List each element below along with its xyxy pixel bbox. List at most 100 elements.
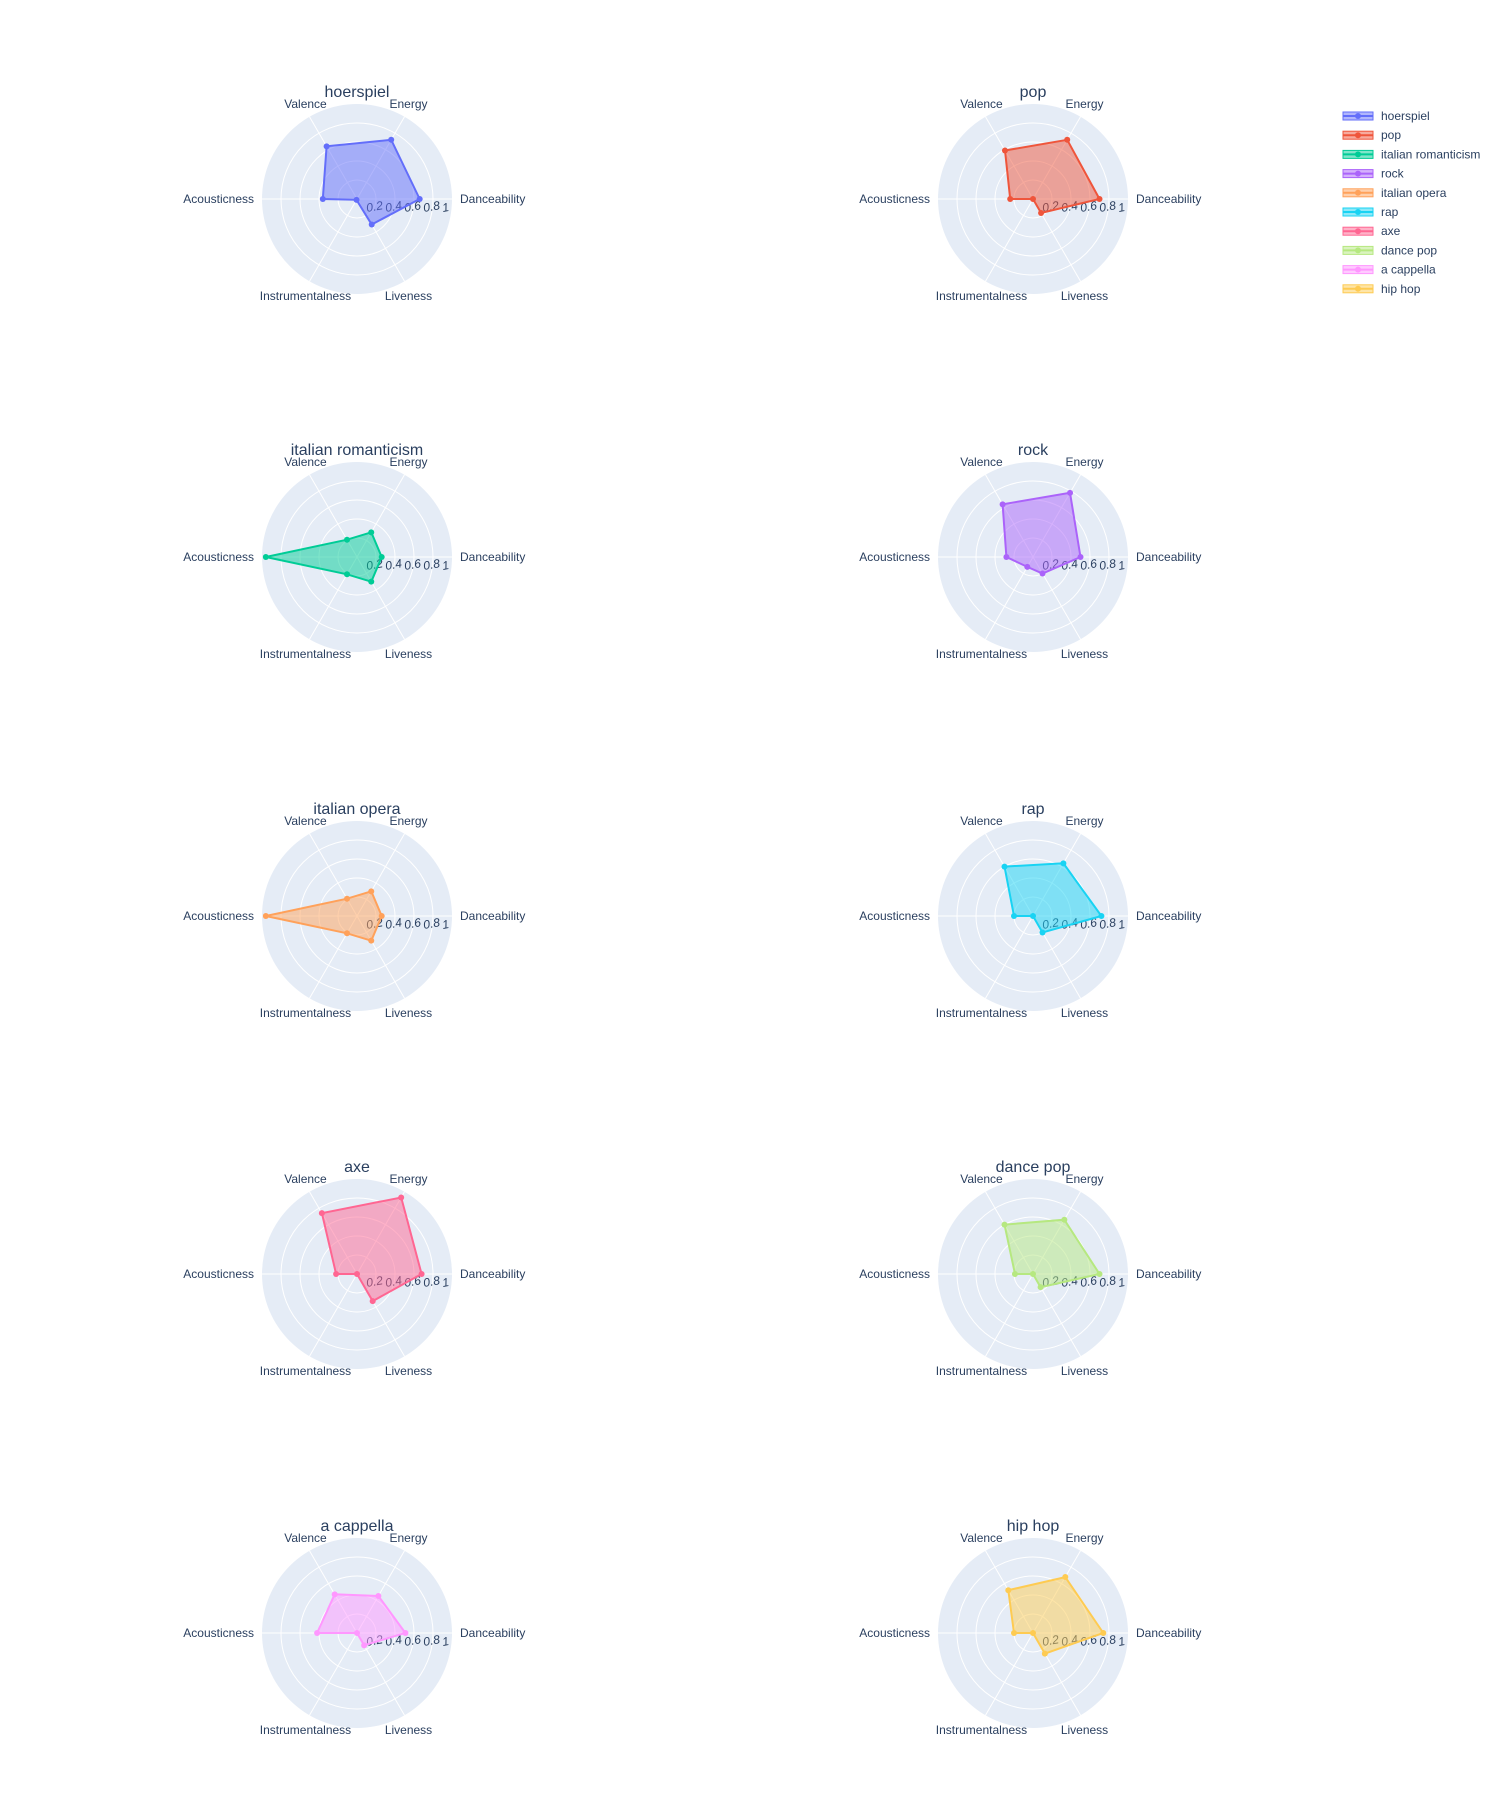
radial-tick-label: 1: [1117, 200, 1126, 215]
radial-tick-label: 0.6: [403, 1632, 422, 1649]
legend-item-dance-pop[interactable]: dance pop: [1342, 243, 1437, 257]
axis-label-energy: Energy: [389, 455, 427, 469]
data-point-hoerspiel-danceability: [416, 196, 423, 202]
legend-marker: [1355, 170, 1361, 177]
axis-label-acousticness: Acousticness: [183, 1626, 254, 1640]
data-point-a-cappella-valence: [331, 1591, 338, 1598]
radar-subplot-pop: Danceability Energy Valence Acousticness Ins…: [859, 84, 1201, 303]
radar-subplot-italian-opera: Danceability Energy Valence Acousticness Ins…: [183, 801, 525, 1020]
radial-tick-label: 0.8: [1098, 198, 1117, 215]
legend-item-rap[interactable]: rap: [1342, 205, 1399, 219]
axis-label-energy: Energy: [1065, 814, 1103, 828]
data-point-pop-liveness: [1038, 209, 1045, 216]
axis-label-valence: Valence: [960, 814, 1003, 828]
data-point-italian-opera-danceability: [378, 913, 385, 919]
axis-label-energy: Energy: [1065, 1172, 1103, 1186]
radar-subplot-hoerspiel: Danceability Energy Valence Acousticness Ins…: [183, 84, 525, 303]
legend-marker: [1355, 113, 1361, 119]
axis-label-danceability: Danceability: [460, 909, 525, 923]
data-point-rap-acousticness: [1011, 913, 1017, 919]
legend-marker: [1355, 228, 1361, 235]
data-point-rock-liveness: [1039, 570, 1046, 577]
legend-label: dance pop: [1381, 243, 1437, 257]
radial-tick-label: 1: [1117, 1634, 1126, 1649]
legend-label: italian romanticism: [1381, 147, 1480, 161]
legend-item-hip-hop[interactable]: hip hop: [1342, 282, 1421, 296]
radar-subplot-hip-hop: Danceability Energy Valence Acousticness Ins…: [859, 1518, 1201, 1737]
data-point-a-cappella-energy: [375, 1592, 382, 1599]
data-point-rap-valence: [1001, 863, 1008, 870]
data-point-italian-romanticism-valence: [344, 536, 351, 543]
data-point-rap-danceability: [1098, 913, 1105, 919]
axis-label-energy: Energy: [1065, 455, 1103, 469]
radial-tick-label: 0.8: [1098, 1273, 1117, 1290]
data-point-axe-danceability: [418, 1271, 425, 1277]
data-point-rap-energy: [1060, 860, 1067, 867]
radial-tick-label: 0.8: [1098, 915, 1117, 932]
radial-tick-label: 0.6: [1079, 556, 1098, 573]
axis-label-liveness: Liveness: [385, 289, 432, 303]
legend-label: axe: [1381, 224, 1401, 238]
data-point-italian-opera-liveness: [368, 937, 375, 944]
legend-item-a-cappella[interactable]: a cappella: [1342, 263, 1436, 277]
data-point-a-cappella-instrumentalness: [354, 1630, 360, 1636]
axis-label-valence: Valence: [960, 455, 1003, 469]
radar-subplot-a-cappella: Danceability Energy Valence Acousticness Ins…: [183, 1518, 525, 1737]
data-point-hip-hop-liveness: [1041, 1650, 1048, 1657]
legend-label: rock: [1381, 167, 1405, 181]
legend-item-hoerspiel[interactable]: hoerspiel: [1342, 109, 1430, 123]
data-point-axe-instrumentalness: [354, 1271, 360, 1277]
radial-tick-label: 1: [441, 1275, 450, 1290]
axis-label-liveness: Liveness: [385, 1364, 432, 1378]
legend-label: italian opera: [1381, 186, 1447, 200]
axis-label-danceability: Danceability: [460, 1626, 525, 1640]
data-point-axe-liveness: [369, 1298, 376, 1305]
subplot-title-rock: rock: [1018, 442, 1049, 459]
polar-spoke: [985, 556, 1034, 640]
axis-label-liveness: Liveness: [1061, 1364, 1108, 1378]
axis-label-instrumentalness: Instrumentalness: [936, 1364, 1027, 1378]
radar-subplot-italian-romanticism: Danceability Energy Valence Acousticness Ins…: [183, 442, 525, 661]
legend-marker: [1355, 151, 1361, 158]
axis-label-acousticness: Acousticness: [859, 192, 930, 206]
axis-label-energy: Energy: [1065, 1531, 1103, 1545]
radial-tick-label: 0.8: [1098, 1632, 1117, 1649]
subplot-title-italian-romanticism: italian romanticism: [291, 442, 423, 459]
data-point-dance-pop-danceability: [1096, 1271, 1103, 1277]
axis-label-instrumentalness: Instrumentalness: [936, 289, 1027, 303]
legend-item-axe[interactable]: axe: [1342, 224, 1401, 238]
data-point-dance-pop-liveness: [1037, 1284, 1044, 1291]
legend-marker: [1355, 189, 1361, 196]
data-point-hoerspiel-acousticness: [319, 196, 326, 202]
axis-label-danceability: Danceability: [460, 192, 525, 206]
axis-label-acousticness: Acousticness: [183, 192, 254, 206]
axis-label-valence: Valence: [960, 97, 1003, 111]
axis-label-valence: Valence: [960, 1531, 1003, 1545]
data-point-italian-opera-energy: [368, 888, 375, 895]
data-point-italian-romanticism-instrumentalness: [344, 571, 351, 578]
legend-label: hip hop: [1381, 282, 1421, 296]
data-point-axe-valence: [318, 1210, 325, 1217]
axis-label-energy: Energy: [389, 1531, 427, 1545]
axis-label-danceability: Danceability: [1136, 550, 1201, 564]
data-point-hoerspiel-liveness: [368, 221, 375, 228]
legend-marker: [1355, 266, 1361, 273]
legend-item-italian-romanticism[interactable]: italian romanticism: [1342, 147, 1480, 161]
subplot-title-axe: axe: [344, 1159, 370, 1176]
axis-label-energy: Energy: [1065, 97, 1103, 111]
radial-tick-label: 0.8: [422, 1632, 441, 1649]
data-point-axe-acousticness: [333, 1271, 340, 1277]
radial-tick-label: 0.6: [403, 915, 422, 932]
data-point-rock-energy: [1067, 489, 1074, 496]
radial-tick-label: 1: [441, 1634, 450, 1649]
axis-label-acousticness: Acousticness: [859, 1626, 930, 1640]
data-point-pop-instrumentalness: [1030, 196, 1036, 202]
legend-label: hoerspiel: [1381, 109, 1430, 123]
polar-spoke: [309, 1632, 358, 1716]
axis-label-acousticness: Acousticness: [183, 550, 254, 564]
legend-item-rock[interactable]: rock: [1342, 167, 1405, 181]
polar-spoke: [985, 1273, 1034, 1357]
legend-item-pop[interactable]: pop: [1342, 128, 1401, 142]
legend-item-italian-opera[interactable]: italian opera: [1342, 186, 1447, 200]
